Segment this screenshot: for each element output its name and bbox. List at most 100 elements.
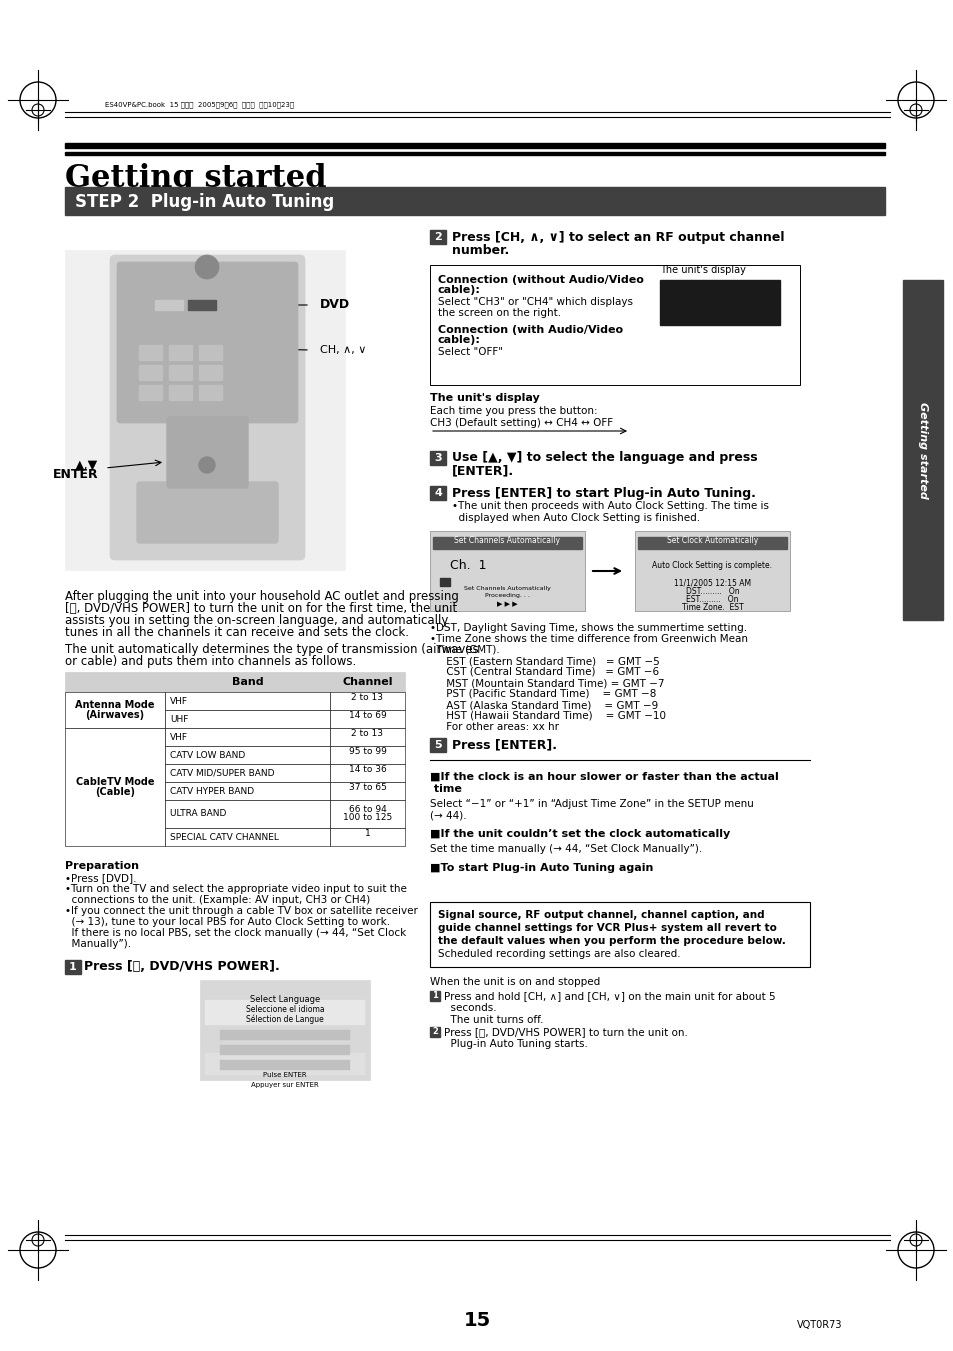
- Text: 4: 4: [434, 488, 441, 499]
- Text: Signal source, RF output channel, channel caption, and: Signal source, RF output channel, channe…: [437, 911, 763, 920]
- Text: CH3 (Default setting) ↔ CH4 ↔ OFF: CH3 (Default setting) ↔ CH4 ↔ OFF: [430, 417, 613, 428]
- Text: HST (Hawaii Standard Time)    = GMT −10: HST (Hawaii Standard Time) = GMT −10: [430, 711, 665, 721]
- Text: •Press [DVD].: •Press [DVD].: [65, 873, 136, 884]
- Text: 100 to 125: 100 to 125: [342, 813, 392, 823]
- Text: DVD: DVD: [319, 299, 350, 312]
- Text: 37 to 65: 37 to 65: [348, 782, 386, 792]
- Text: ▲,▼: ▲,▼: [74, 458, 98, 471]
- Text: CATV MID/SUPER BAND: CATV MID/SUPER BAND: [170, 769, 274, 777]
- Text: 4: 4: [149, 370, 152, 376]
- Bar: [165, 728, 330, 746]
- Text: ■If the clock is an hour slower or faster than the actual: ■If the clock is an hour slower or faste…: [430, 771, 778, 782]
- Text: 14 to 36: 14 to 36: [348, 765, 386, 774]
- Bar: [330, 828, 405, 846]
- Text: 2: 2: [434, 232, 441, 242]
- FancyBboxPatch shape: [169, 385, 193, 401]
- Text: 5: 5: [434, 740, 441, 750]
- Text: guide channel settings for VCR Plus+ system all revert to: guide channel settings for VCR Plus+ sys…: [437, 923, 776, 934]
- Bar: [902, 280, 942, 620]
- Text: CH 3: CH 3: [675, 295, 748, 324]
- Bar: [165, 746, 330, 765]
- Bar: [65, 671, 405, 692]
- Text: Press [⏻, DVD/VHS POWER] to turn the unit on.: Press [⏻, DVD/VHS POWER] to turn the uni…: [443, 1027, 687, 1038]
- Text: SPECIAL CATV CHANNEL: SPECIAL CATV CHANNEL: [170, 832, 278, 842]
- Text: Manually”).: Manually”).: [65, 939, 131, 948]
- Text: (→ 44).: (→ 44).: [430, 811, 466, 820]
- Text: the screen on the right.: the screen on the right.: [437, 308, 560, 317]
- Text: Press and hold [CH, ∧] and [CH, ∨] on the main unit for about 5: Press and hold [CH, ∧] and [CH, ∨] on th…: [443, 992, 775, 1001]
- Bar: [330, 765, 405, 782]
- Text: ▼: ▼: [203, 520, 211, 530]
- Text: Press ENTER: Press ENTER: [263, 1062, 307, 1069]
- Text: Select Language: Select Language: [250, 994, 320, 1004]
- Text: Appuyer sur ENTER: Appuyer sur ENTER: [251, 1082, 318, 1088]
- Text: Ch.  1: Ch. 1: [450, 559, 486, 571]
- Text: 11/1/2005 12:15 AM: 11/1/2005 12:15 AM: [673, 580, 750, 588]
- Bar: [330, 746, 405, 765]
- Text: Scheduled recording settings are also cleared.: Scheduled recording settings are also cl…: [437, 948, 679, 959]
- Text: 5: 5: [179, 370, 183, 376]
- Bar: [65, 961, 81, 974]
- Text: tunes in all the channels it can receive and sets the clock.: tunes in all the channels it can receive…: [65, 626, 409, 639]
- Text: 2: 2: [179, 390, 183, 396]
- Text: •If you connect the unit through a cable TV box or satellite receiver: •If you connect the unit through a cable…: [65, 907, 417, 916]
- Text: The unit's display: The unit's display: [659, 265, 745, 276]
- Text: Time Zone.  EST: Time Zone. EST: [681, 603, 742, 612]
- Text: (Airwaves): (Airwaves): [86, 711, 145, 720]
- Text: ULTRA BAND: ULTRA BAND: [170, 809, 226, 819]
- Bar: [165, 800, 330, 828]
- Text: time: time: [430, 784, 461, 794]
- Text: the default values when you perform the procedure below.: the default values when you perform the …: [437, 936, 785, 946]
- Text: Preparation: Preparation: [65, 861, 139, 871]
- FancyBboxPatch shape: [117, 262, 297, 423]
- Bar: [330, 728, 405, 746]
- Text: or cable) and puts them into channels as follows.: or cable) and puts them into channels as…: [65, 655, 355, 667]
- Bar: [659, 280, 780, 326]
- Bar: [205, 1052, 365, 1075]
- Text: Press [ENTER] to start Plug-in Auto Tuning.: Press [ENTER] to start Plug-in Auto Tuni…: [452, 486, 755, 500]
- Bar: [185, 354, 207, 362]
- Bar: [65, 250, 345, 570]
- Text: cable):: cable):: [437, 335, 480, 345]
- Text: Set Channels Automatically: Set Channels Automatically: [463, 586, 551, 590]
- Text: Connection (with Audio/Video: Connection (with Audio/Video: [437, 326, 622, 335]
- Text: AST (Alaska Standard Time)    = GMT −9: AST (Alaska Standard Time) = GMT −9: [430, 700, 658, 711]
- FancyBboxPatch shape: [137, 482, 277, 543]
- Text: ⏻: ⏻: [204, 259, 210, 270]
- Text: number.: number.: [452, 243, 509, 257]
- Text: PST (Pacific Standard Time)    = GMT −8: PST (Pacific Standard Time) = GMT −8: [430, 689, 656, 698]
- Text: (Cable): (Cable): [95, 788, 135, 797]
- Bar: [65, 143, 884, 149]
- Text: Set Clock Automatically: Set Clock Automatically: [666, 536, 758, 544]
- Text: DVD: DVD: [193, 301, 205, 307]
- Text: [⏻, DVD/VHS POWER] to turn the unit on for the first time, the unit: [⏻, DVD/VHS POWER] to turn the unit on f…: [65, 603, 456, 615]
- FancyBboxPatch shape: [169, 365, 193, 381]
- Text: [ENTER].: [ENTER].: [452, 465, 514, 477]
- Text: Español: Español: [268, 1046, 301, 1055]
- Text: CST (Central Standard Time)   = GMT −6: CST (Central Standard Time) = GMT −6: [430, 667, 659, 677]
- Text: CATV LOW BAND: CATV LOW BAND: [170, 751, 245, 759]
- Text: Each time you press the button:: Each time you press the button:: [430, 407, 597, 416]
- Text: VHF: VHF: [170, 697, 188, 705]
- Text: ENTER: ENTER: [52, 469, 98, 481]
- Text: Plug-in Auto Tuning starts.: Plug-in Auto Tuning starts.: [443, 1039, 587, 1048]
- Text: Set the time manually (→ 44, “Set Clock Manually”).: Set the time manually (→ 44, “Set Clock …: [430, 844, 701, 854]
- Text: cable):: cable):: [437, 285, 480, 295]
- Bar: [330, 711, 405, 728]
- Bar: [330, 800, 405, 828]
- FancyBboxPatch shape: [139, 345, 163, 361]
- Text: ▼: ▼: [203, 471, 211, 482]
- Text: 9: 9: [209, 350, 213, 355]
- Text: VHS: VHS: [154, 301, 166, 307]
- Text: Set Channels Automatically: Set Channels Automatically: [454, 536, 560, 544]
- Text: Press [CH, ∧, ∨] to select an RF output channel: Press [CH, ∧, ∨] to select an RF output …: [452, 231, 783, 243]
- Text: 66 to 94: 66 to 94: [348, 805, 386, 815]
- Text: •The unit then proceeds with Auto Clock Setting. The time is: •The unit then proceeds with Auto Clock …: [452, 501, 768, 511]
- Text: Time (GMT).: Time (GMT).: [430, 644, 499, 655]
- Bar: [430, 451, 446, 465]
- Text: 7: 7: [149, 350, 152, 355]
- FancyBboxPatch shape: [167, 417, 248, 488]
- Text: For other areas: xx hr: For other areas: xx hr: [430, 721, 558, 732]
- Text: (→ 13), tune to your local PBS for Auto Clock Setting to work.: (→ 13), tune to your local PBS for Auto …: [65, 917, 390, 927]
- Text: CATV HYPER BAND: CATV HYPER BAND: [170, 786, 253, 796]
